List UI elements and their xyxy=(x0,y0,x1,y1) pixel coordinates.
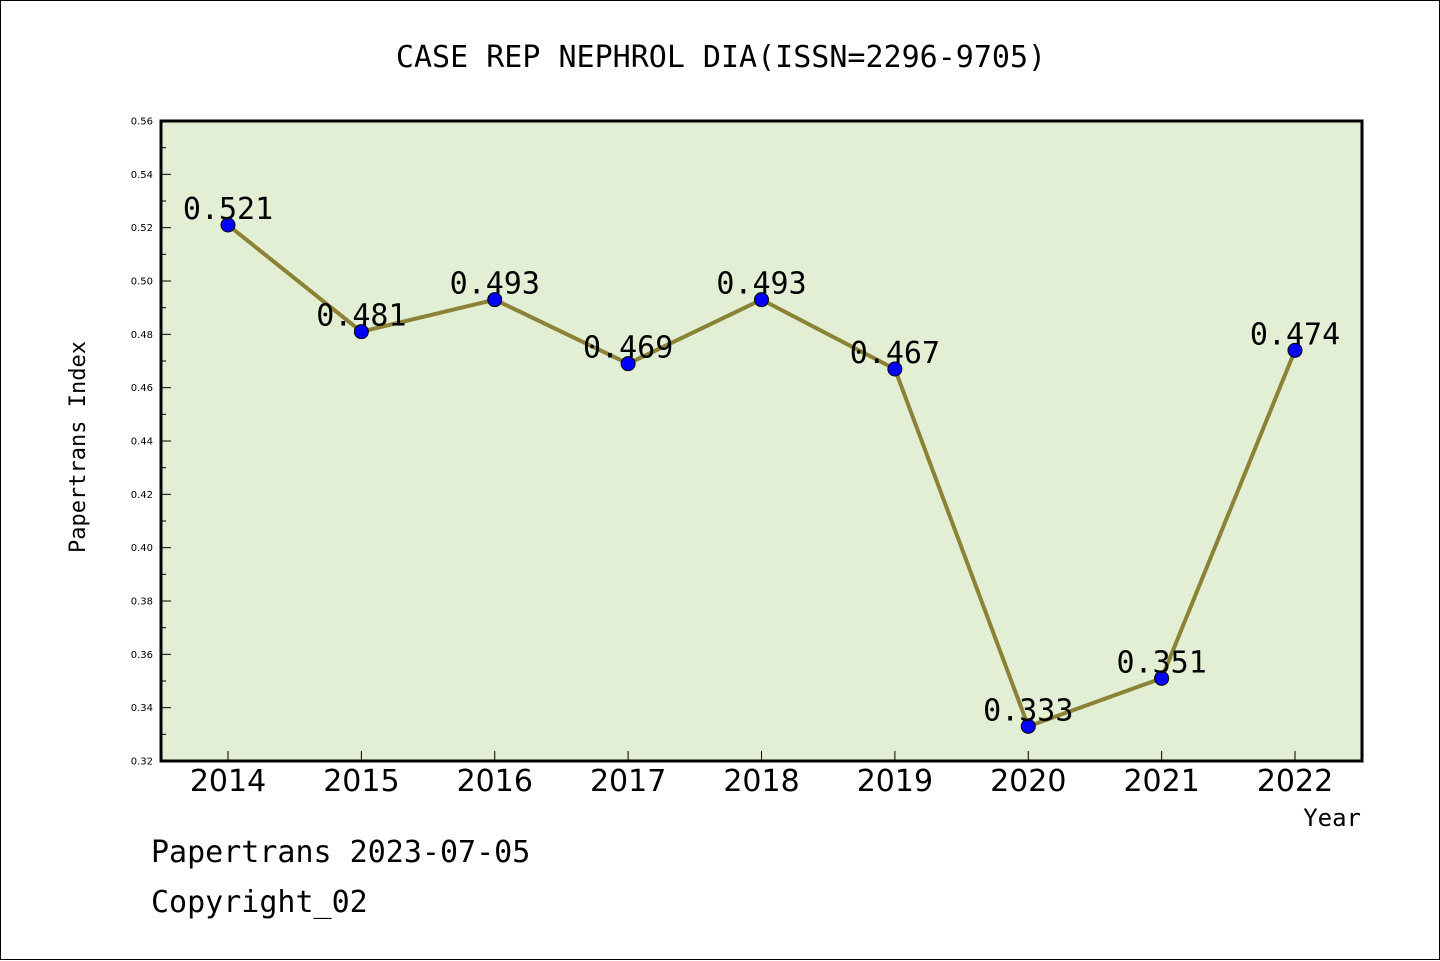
y-tick-label: 0.32 xyxy=(131,757,153,768)
data-label: 0.469 xyxy=(583,331,673,366)
data-point xyxy=(1154,670,1170,686)
y-tick-label: 0.52 xyxy=(131,223,153,234)
x-tick-label: 2020 xyxy=(990,764,1066,799)
data-point xyxy=(754,292,769,308)
x-tick-label: 2021 xyxy=(1123,764,1199,799)
footer-date: Papertrans 2023-07-05 xyxy=(151,835,531,870)
data-point xyxy=(1287,342,1303,358)
y-tick-label: 0.54 xyxy=(131,170,153,181)
y-tick-label: 0.38 xyxy=(131,597,153,608)
x-axis-label: Year xyxy=(1303,804,1361,832)
y-tick-label: 0.44 xyxy=(131,437,153,448)
y-axis-label: Papertrans Index xyxy=(66,341,91,553)
footer-copyright: Copyright_02 xyxy=(151,885,368,920)
data-label: 0.481 xyxy=(316,299,406,334)
data-label: 0.474 xyxy=(1250,317,1340,352)
y-tick-label: 0.40 xyxy=(131,543,153,554)
y-tick-label: 0.48 xyxy=(131,330,153,341)
data-label: 0.351 xyxy=(1116,645,1206,680)
x-tick-label: 2015 xyxy=(323,764,399,799)
data-point xyxy=(1020,718,1036,734)
data-point xyxy=(487,292,503,308)
data-label: 0.493 xyxy=(716,267,806,302)
y-tick-label: 0.56 xyxy=(131,117,153,128)
data-label: 0.467 xyxy=(850,336,940,371)
data-label: 0.493 xyxy=(450,267,540,302)
y-tick-label: 0.50 xyxy=(131,277,153,288)
x-tick-label: 2019 xyxy=(857,764,933,799)
x-tick-label: 2022 xyxy=(1257,764,1333,799)
data-label: 0.333 xyxy=(983,693,1073,728)
x-tick-label: 2017 xyxy=(590,764,666,799)
plot-area xyxy=(159,119,1364,763)
y-tick-label: 0.36 xyxy=(131,650,153,661)
y-tick-label: 0.34 xyxy=(131,703,153,714)
x-tick-label: 2014 xyxy=(190,764,266,799)
chart-title: CASE REP NEPHROL DIA(ISSN=2296-9705) xyxy=(396,40,1046,75)
x-tick-label: 2018 xyxy=(723,764,799,799)
y-tick-label: 0.42 xyxy=(131,490,153,501)
y-axis: 0.32 0.34 0.36 0.38 0.40 0.42 0.44 0.46 0.48 0.50… xyxy=(131,117,171,768)
y-tick-label: 0.46 xyxy=(131,383,153,394)
data-labels: 0.521 0.481 0.493 0.469 0.493 0.467 0.333 0.351… xyxy=(183,192,1340,728)
data-point xyxy=(887,361,903,377)
x-tick-label: 2016 xyxy=(457,764,533,799)
data-points xyxy=(220,217,1303,734)
data-label: 0.521 xyxy=(183,192,273,227)
x-axis: 2014 2015 2016 2017 2018 2019 2020 2021 2022 xyxy=(190,751,1333,799)
data-point xyxy=(220,217,236,233)
data-point xyxy=(620,356,636,372)
data-point xyxy=(353,324,369,340)
